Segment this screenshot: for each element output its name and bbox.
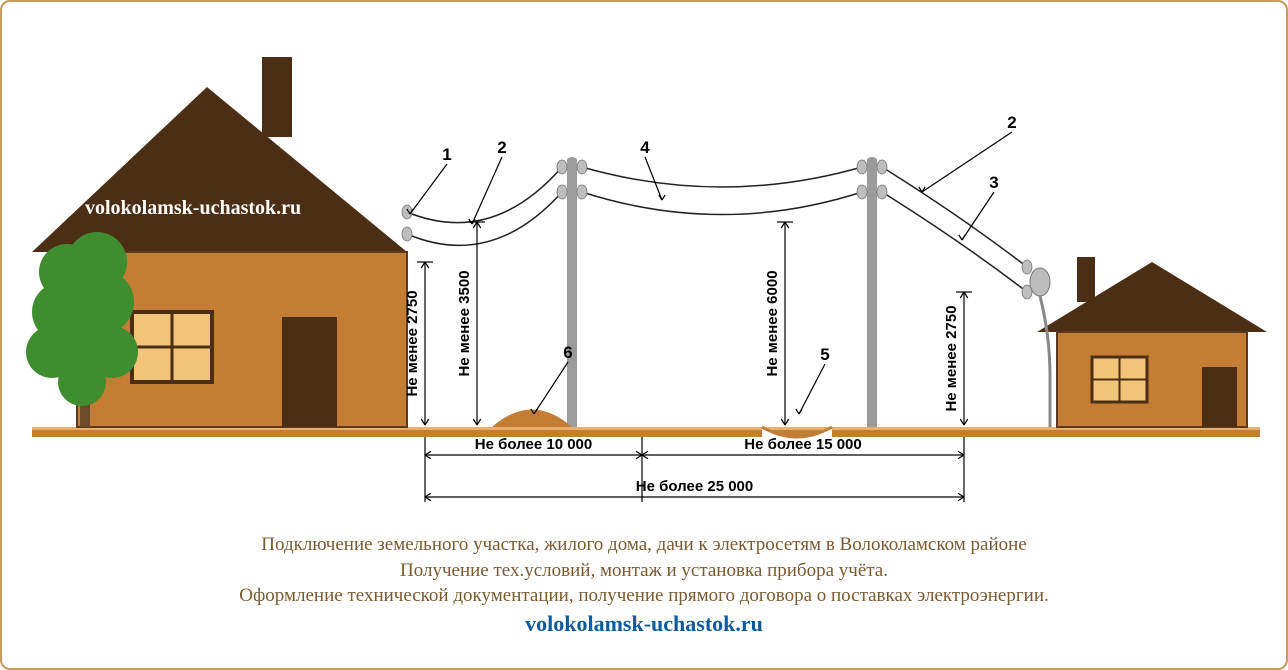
svg-text:Не менее 3500: Не менее 3500 bbox=[456, 270, 473, 376]
svg-text:6: 6 bbox=[563, 343, 572, 362]
site-link[interactable]: volokolamsk-uchastok.ru bbox=[2, 609, 1286, 639]
caption-line-3: Оформление технической документации, пол… bbox=[2, 583, 1286, 609]
svg-text:2: 2 bbox=[497, 138, 506, 157]
svg-text:Не более 10 000: Не более 10 000 bbox=[475, 436, 592, 453]
svg-text:2: 2 bbox=[1007, 113, 1016, 132]
svg-text:Не менее 2750: Не менее 2750 bbox=[404, 290, 421, 396]
caption-block: Подключение земельного участка, жилого д… bbox=[2, 532, 1286, 639]
svg-text:Не менее 2750: Не менее 2750 bbox=[943, 305, 960, 411]
svg-text:1: 1 bbox=[442, 145, 451, 164]
svg-text:Не менее 6000: Не менее 6000 bbox=[764, 270, 781, 376]
svg-text:5: 5 bbox=[820, 345, 829, 364]
svg-text:Не более 15 000: Не более 15 000 bbox=[744, 436, 861, 453]
diagram-frame: Не менее 2750 Не менее 3500 Не менее 6000 Н… bbox=[0, 0, 1288, 670]
svg-text:3: 3 bbox=[989, 173, 998, 192]
svg-text:volokolamsk-uchastok.ru: volokolamsk-uchastok.ru bbox=[85, 197, 301, 219]
svg-text:Не более 25 000: Не более 25 000 bbox=[636, 478, 753, 495]
caption-line-1: Подключение земельного участка, жилого д… bbox=[2, 532, 1286, 558]
svg-text:4: 4 bbox=[640, 138, 650, 157]
diagram-svg: Не менее 2750 Не менее 3500 Не менее 6000 Н… bbox=[2, 2, 1288, 522]
caption-line-2: Получение тех.условий, монтаж и установк… bbox=[2, 558, 1286, 584]
